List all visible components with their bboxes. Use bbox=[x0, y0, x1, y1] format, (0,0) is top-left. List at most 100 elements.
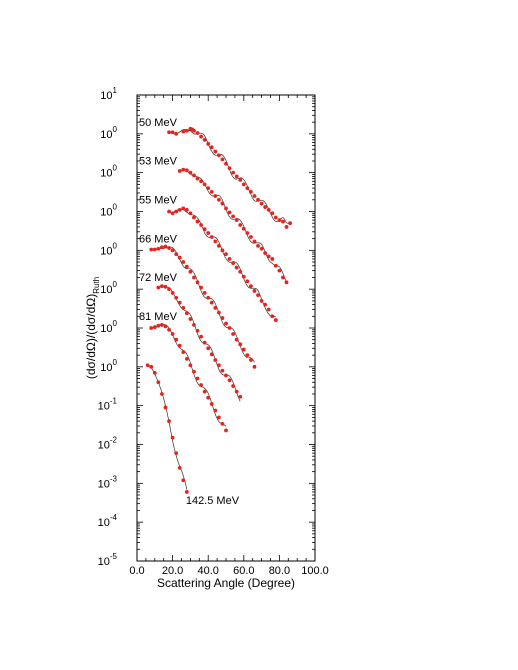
data-point bbox=[156, 323, 161, 328]
data-point bbox=[195, 376, 200, 381]
fit-curve bbox=[158, 286, 241, 402]
data-point bbox=[256, 293, 260, 298]
data-point bbox=[213, 194, 218, 198]
data-point bbox=[238, 178, 243, 182]
data-point bbox=[195, 280, 200, 285]
data-point bbox=[216, 415, 221, 420]
data-point bbox=[259, 298, 264, 303]
data-point bbox=[145, 363, 150, 368]
x-tick-label: 0.0 bbox=[129, 565, 144, 577]
data-point bbox=[202, 291, 207, 295]
data-point bbox=[284, 280, 289, 285]
data-point bbox=[170, 130, 175, 135]
data-point bbox=[184, 207, 189, 212]
data-point bbox=[241, 182, 246, 187]
data-point bbox=[160, 284, 164, 288]
data-point bbox=[184, 264, 189, 269]
data-point bbox=[288, 221, 292, 226]
data-point bbox=[245, 186, 250, 191]
data-point bbox=[177, 169, 182, 173]
data-point bbox=[227, 257, 232, 261]
data-point bbox=[224, 161, 228, 166]
y-tick-label: 100 bbox=[100, 319, 117, 335]
data-point bbox=[216, 197, 221, 202]
data-point bbox=[181, 167, 186, 172]
data-point bbox=[231, 261, 236, 265]
data-point bbox=[195, 176, 200, 181]
data-point bbox=[234, 218, 239, 223]
data-point bbox=[266, 207, 271, 212]
data-point bbox=[184, 357, 189, 361]
fit-curve bbox=[147, 364, 188, 490]
data-point bbox=[241, 226, 246, 231]
data-point bbox=[266, 254, 271, 259]
data-point bbox=[163, 244, 168, 249]
data-point bbox=[216, 244, 221, 248]
data-point bbox=[231, 214, 236, 219]
data-point bbox=[206, 295, 211, 300]
data-point bbox=[227, 166, 232, 171]
x-tick-label: 80.0 bbox=[269, 565, 290, 577]
data-point bbox=[270, 314, 275, 319]
data-point bbox=[220, 421, 225, 426]
y-axis-label: (dσ/dΩ)/(dσ/dΩ)Ruth bbox=[84, 277, 101, 379]
data-point bbox=[220, 201, 225, 206]
data-point bbox=[224, 428, 228, 433]
data-point bbox=[170, 332, 175, 336]
data-point bbox=[209, 352, 214, 357]
data-point bbox=[195, 219, 200, 224]
data-point bbox=[192, 369, 196, 374]
data-point bbox=[259, 246, 264, 251]
data-point bbox=[192, 275, 196, 280]
data-point bbox=[170, 248, 175, 253]
data-point bbox=[238, 342, 243, 347]
data-point bbox=[263, 251, 268, 255]
data-point bbox=[206, 231, 211, 235]
data-point bbox=[149, 247, 154, 252]
data-point bbox=[220, 248, 225, 253]
x-tick-label: 20.0 bbox=[162, 565, 183, 577]
series-label: 53 MeV bbox=[139, 156, 178, 168]
data-point bbox=[270, 211, 275, 216]
data-point bbox=[241, 347, 246, 352]
data-point bbox=[281, 219, 285, 224]
data-point bbox=[284, 225, 289, 229]
data-point bbox=[199, 285, 203, 290]
data-point bbox=[220, 157, 225, 162]
data-point bbox=[167, 130, 171, 135]
data-point bbox=[234, 337, 239, 342]
data-point bbox=[249, 235, 253, 239]
y-tick-label: 100 bbox=[100, 125, 117, 141]
data-point bbox=[259, 201, 264, 206]
data-point bbox=[220, 368, 225, 373]
data-point bbox=[199, 383, 203, 387]
data-point bbox=[263, 205, 268, 209]
data-point bbox=[192, 128, 196, 133]
y-tick-label: 10-4 bbox=[98, 513, 118, 529]
data-point bbox=[249, 189, 253, 194]
series-label: 50 MeV bbox=[139, 117, 178, 129]
data-point bbox=[213, 358, 218, 362]
data-point bbox=[167, 419, 171, 424]
data-points bbox=[145, 126, 292, 494]
data-point bbox=[163, 405, 168, 410]
y-tick-exponent: 0 bbox=[113, 319, 118, 328]
data-point bbox=[209, 189, 214, 194]
data-point bbox=[152, 247, 157, 252]
data-point bbox=[231, 332, 236, 336]
data-point bbox=[270, 257, 275, 261]
data-point bbox=[160, 245, 164, 250]
data-point bbox=[199, 134, 203, 139]
data-point bbox=[234, 265, 239, 270]
data-point bbox=[238, 223, 243, 227]
y-tick-label: 100 bbox=[100, 358, 117, 374]
data-point bbox=[188, 211, 193, 216]
data-point bbox=[160, 323, 164, 327]
data-point bbox=[163, 324, 168, 329]
data-point bbox=[256, 197, 260, 202]
data-point bbox=[213, 305, 218, 310]
data-point bbox=[224, 206, 228, 211]
data-point bbox=[174, 209, 179, 214]
data-point bbox=[234, 174, 239, 179]
data-point bbox=[206, 142, 211, 146]
